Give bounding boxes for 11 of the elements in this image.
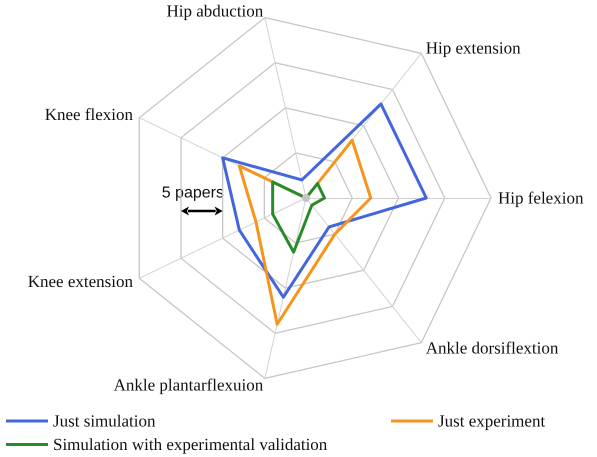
legend-label: Just simulation — [53, 412, 156, 430]
spoke-label: Ankle plantarflexuion — [114, 376, 264, 395]
spoke-label: Hip extension — [426, 38, 522, 58]
spoke-label: Ankle dorsiflextion — [426, 338, 559, 358]
spoke-label: Hip felexion — [498, 188, 584, 208]
text: 5 papers — [162, 184, 224, 202]
spoke-label: Knee extension — [28, 272, 134, 291]
legend-label: Simulation with experimental validation — [53, 435, 328, 454]
legend-label: Just experiment — [438, 412, 546, 430]
spoke-label: Knee flexion — [44, 105, 134, 124]
spoke-label: Hip abduction — [166, 1, 264, 20]
